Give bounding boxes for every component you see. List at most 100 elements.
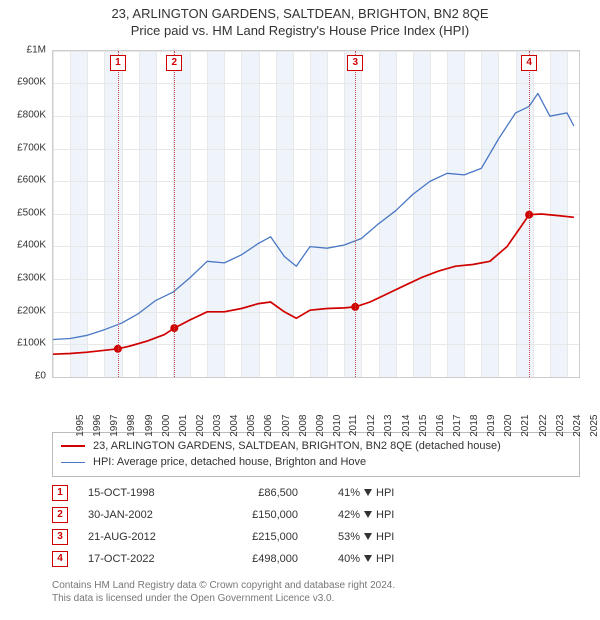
sales-date: 15-OCT-1998 <box>88 487 198 499</box>
sales-row: 2 30-JAN-2002£150,00042% HPI <box>52 507 580 523</box>
x-tick-label: 2004 <box>229 414 240 436</box>
x-tick-label: 2008 <box>297 414 308 436</box>
sales-price: £215,000 <box>198 531 338 543</box>
legend-entry: 23, ARLINGTON GARDENS, SALTDEAN, BRIGHTO… <box>61 438 571 455</box>
x-tick-label: 2021 <box>520 414 531 436</box>
footer-line2: This data is licensed under the Open Gov… <box>52 592 580 605</box>
x-tick-label: 2016 <box>435 414 446 436</box>
plot-region: 1234 <box>52 50 580 378</box>
x-tick-label: 2022 <box>537 414 548 436</box>
sales-diff-hpi: HPI <box>376 553 394 565</box>
x-tick-label: 2018 <box>469 414 480 436</box>
legend-label: HPI: Average price, detached house, Brig… <box>93 454 366 471</box>
x-tick-label: 2003 <box>212 414 223 436</box>
sale-marker-line <box>529 51 530 377</box>
arrow-down-icon <box>364 533 372 540</box>
sale-marker-box: 2 <box>166 55 182 71</box>
y-tick-label: £700K <box>17 142 46 153</box>
x-tick-label: 2007 <box>280 414 291 436</box>
sales-diff-pct: 53% <box>338 531 360 543</box>
sales-table: 1 15-OCT-1998£86,50041%HPI 2 30-JAN-2002£15… <box>52 485 580 573</box>
x-tick-label: 2011 <box>348 414 359 436</box>
sales-row: 417-OCT-2022£498,00040%HPI <box>52 551 580 567</box>
chart-area: £0 £100K £200K £300K £400K £500K £600K £700K £80… <box>10 46 590 426</box>
x-tick-label: 1998 <box>126 414 137 436</box>
sale-marker-box: 4 <box>521 55 537 71</box>
h-gridline <box>53 116 579 117</box>
page-container: 23, ARLINGTON GARDENS, SALTDEAN, BRIGHTO… <box>0 0 600 620</box>
y-tick-label: £500K <box>17 207 46 218</box>
sales-diff: 40%HPI <box>338 553 394 565</box>
x-tick-label: 1999 <box>143 414 154 436</box>
sales-number-box: 1 <box>52 485 68 501</box>
footer: Contains HM Land Registry data © Crown c… <box>52 579 580 605</box>
sale-marker-box: 1 <box>110 55 126 71</box>
y-tick-label: £800K <box>17 109 46 120</box>
h-gridline <box>53 149 579 150</box>
x-tick-label: 2000 <box>160 414 171 436</box>
sale-marker-line <box>355 51 356 377</box>
sales-number-box: 2 <box>52 507 68 523</box>
y-tick-label: £1M <box>27 44 46 55</box>
x-tick-label: 2015 <box>417 414 428 436</box>
h-gridline <box>53 246 579 247</box>
x-tick-label: 2009 <box>315 414 326 436</box>
x-tick-label: 2017 <box>452 414 463 436</box>
h-gridline <box>53 377 579 378</box>
sale-marker-line <box>174 51 175 377</box>
y-tick-label: £200K <box>17 305 46 316</box>
x-tick-label: 1996 <box>92 414 103 436</box>
sales-diff: 42% HPI <box>338 509 394 521</box>
sales-number-box: 3 <box>52 529 68 545</box>
y-tick-label: £900K <box>17 77 46 88</box>
sales-diff-hpi: HPI <box>376 531 394 543</box>
x-tick-label: 2025 <box>589 414 600 436</box>
y-tick-label: £600K <box>17 175 46 186</box>
y-tick-label: £0 <box>35 370 46 381</box>
arrow-down-icon <box>364 555 372 562</box>
x-tick-label: 2014 <box>400 414 411 436</box>
sales-diff-hpi: HPI <box>376 487 394 499</box>
h-gridline <box>53 181 579 182</box>
x-axis-labels: 1995199619971998199920002001200220032004… <box>52 380 580 426</box>
sales-diff: 41%HPI <box>338 487 394 499</box>
x-tick-label: 2001 <box>178 414 189 436</box>
x-tick-label: 1995 <box>75 414 86 436</box>
sales-price: £86,500 <box>198 487 338 499</box>
arrow-down-icon <box>364 489 372 496</box>
sales-number-box: 4 <box>52 551 68 567</box>
legend-swatch <box>61 462 85 463</box>
x-tick-label: 2010 <box>332 414 343 436</box>
arrow-down-icon <box>364 511 372 518</box>
footer-line1: Contains HM Land Registry data © Crown c… <box>52 579 580 592</box>
h-gridline <box>53 312 579 313</box>
x-tick-label: 2024 <box>572 414 583 436</box>
legend-swatch <box>61 445 85 447</box>
x-tick-label: 2012 <box>366 414 377 436</box>
title-main: 23, ARLINGTON GARDENS, SALTDEAN, BRIGHTO… <box>10 6 590 23</box>
title-sub: Price paid vs. HM Land Registry's House … <box>10 23 590 40</box>
x-tick-label: 2019 <box>486 414 497 436</box>
y-tick-label: £400K <box>17 240 46 251</box>
y-axis-labels: £0 £100K £200K £300K £400K £500K £600K £700K £80… <box>10 50 50 378</box>
sales-diff-hpi: HPI <box>376 509 394 521</box>
y-tick-label: £300K <box>17 272 46 283</box>
x-tick-label: 2023 <box>554 414 565 436</box>
sales-price: £150,000 <box>198 509 338 521</box>
sales-date: 21-AUG-2012 <box>88 531 198 543</box>
sales-date: 30-JAN-2002 <box>88 509 198 521</box>
title-block: 23, ARLINGTON GARDENS, SALTDEAN, BRIGHTO… <box>10 6 590 40</box>
h-gridline <box>53 51 579 52</box>
legend-entry: HPI: Average price, detached house, Brig… <box>61 454 571 471</box>
sales-diff: 53% HPI <box>338 531 394 543</box>
y-tick-label: £100K <box>17 338 46 349</box>
h-gridline <box>53 344 579 345</box>
x-tick-label: 2013 <box>383 414 394 436</box>
h-gridline <box>53 214 579 215</box>
sale-marker-line <box>118 51 119 377</box>
x-tick-label: 2020 <box>503 414 514 436</box>
sales-diff-pct: 42% <box>338 509 360 521</box>
sales-date: 17-OCT-2022 <box>88 553 198 565</box>
legend-label: 23, ARLINGTON GARDENS, SALTDEAN, BRIGHTO… <box>93 438 501 455</box>
h-gridline <box>53 279 579 280</box>
